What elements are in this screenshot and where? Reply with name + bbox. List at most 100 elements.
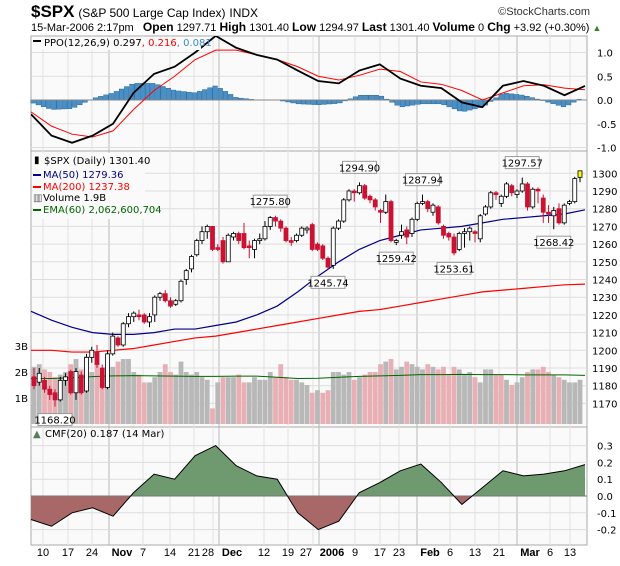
ma200-legend: MA(200) 1237.38 [43,182,130,193]
ppo-histogram-bar [446,99,452,108]
candle-body [194,240,200,256]
ma200-swatch [33,186,41,188]
candle-body [372,199,378,208]
ppo-histogram-bar [77,99,83,106]
volume-bar [498,374,504,424]
high-value: 1301.40 [249,22,289,34]
volume-bar [362,374,368,424]
ppo-histogram-bar [207,87,213,101]
price-annotation: 1259.42 [376,254,417,265]
volume-bar [252,377,257,424]
cmf-legend: CMF(20) 0.187 (14 Mar) [45,429,165,440]
volume-bar [220,377,226,424]
candle-body [509,185,515,194]
ppo-histogram-bar [326,99,333,105]
candlestick-icon: ▮ [34,155,40,166]
volume-bar [299,382,305,424]
ppo-histogram-bar [191,92,197,101]
volume-bar [178,361,184,424]
x-tick-label: 6 [547,547,553,559]
ppo-histogram-bar [508,93,515,101]
ma50-swatch [33,174,41,176]
ppo-legend: PPO(12,26,9) 0.297, 0.216, 0.081 [44,38,212,49]
candle-body [498,195,504,204]
candle-body [357,185,362,194]
price-annotation: 1287.94 [402,176,443,187]
cmf-line [30,444,586,531]
brand-logo: ©StockCharts.com [498,6,590,18]
signal-legend-text: , 0.216 [142,38,177,49]
candle-body [325,257,331,268]
volume-bar [399,366,404,424]
volume-bar [136,374,142,424]
volume-bar [168,372,173,424]
ppo-histogram-bar [51,99,57,110]
volume-bar [441,366,446,424]
candle-body [525,183,530,208]
ema60-legend: EMA(60) 2,062,600,704 [43,205,162,216]
ppo-histogram-bar [566,99,572,106]
cmf-y-tick: 0.1 [597,475,613,486]
volume-bar [236,374,242,424]
volume-legend: Volume 1.9B [43,193,106,204]
candle-body [315,243,320,250]
ppo-histogram-bar [394,99,400,106]
candle-body [367,195,373,201]
ppo-histogram-bar [415,99,421,105]
candle-body [299,227,305,236]
candle-body [31,376,37,387]
volume-bar [572,382,578,424]
volume-bar [283,377,289,424]
volume-bar [231,377,236,424]
volume-bar [435,369,441,424]
x-tick-label: Mar [520,547,540,559]
x-tick-label: 9 [352,547,358,559]
ppo-histogram-bar [72,99,78,108]
volume-bar [189,374,194,424]
volume-bar [241,382,247,424]
volume-bar [330,372,336,424]
volume-bar [157,372,163,424]
candle-body [320,245,326,259]
ppo-histogram-bar [368,95,374,101]
volume-bar [372,372,378,424]
volume-bar [325,390,331,424]
volume-label: Volume [432,20,475,34]
volume-bar [504,379,509,424]
candle-body [351,190,357,194]
candle-body [467,227,473,233]
ppo-histogram-bar [212,85,218,101]
candle-body [42,379,47,390]
hist-legend-text: , 0.081 [177,38,212,49]
ppo-histogram-bar [40,99,47,107]
x-tick-label: 17 [374,547,386,559]
candle-body [388,201,394,241]
volume-bar [357,377,362,424]
volume-bar [378,364,383,424]
volume-bar [278,364,284,424]
candle-body [63,376,68,381]
candle-body [288,240,294,243]
price-legend: $SPX (Daily) 1301.40 [44,156,150,167]
candle-body [283,227,289,241]
ppo-histogram-bar [514,94,520,101]
volume-bar [336,372,341,424]
ppo-histogram-bar [56,99,62,110]
price-annotation-box [37,413,73,427]
ppo-histogram-bar [311,99,317,105]
volume-bar [36,364,42,424]
datetime: 15-Mar-2006 2:17pm [31,22,134,34]
volume-bar [225,377,231,424]
x-tick-label: 13 [469,547,481,559]
candle-body [136,314,142,318]
last-value: 1301.40 [389,22,430,34]
volume-bar [488,369,494,424]
candle-body [267,217,273,227]
candle-body [231,233,236,238]
volume-bar [131,372,137,424]
ppo-legend-bg [33,37,201,50]
volume-bar [393,369,399,424]
candle-body [52,392,58,401]
candle-body [577,170,583,178]
ppo-histogram-bar [103,94,109,101]
